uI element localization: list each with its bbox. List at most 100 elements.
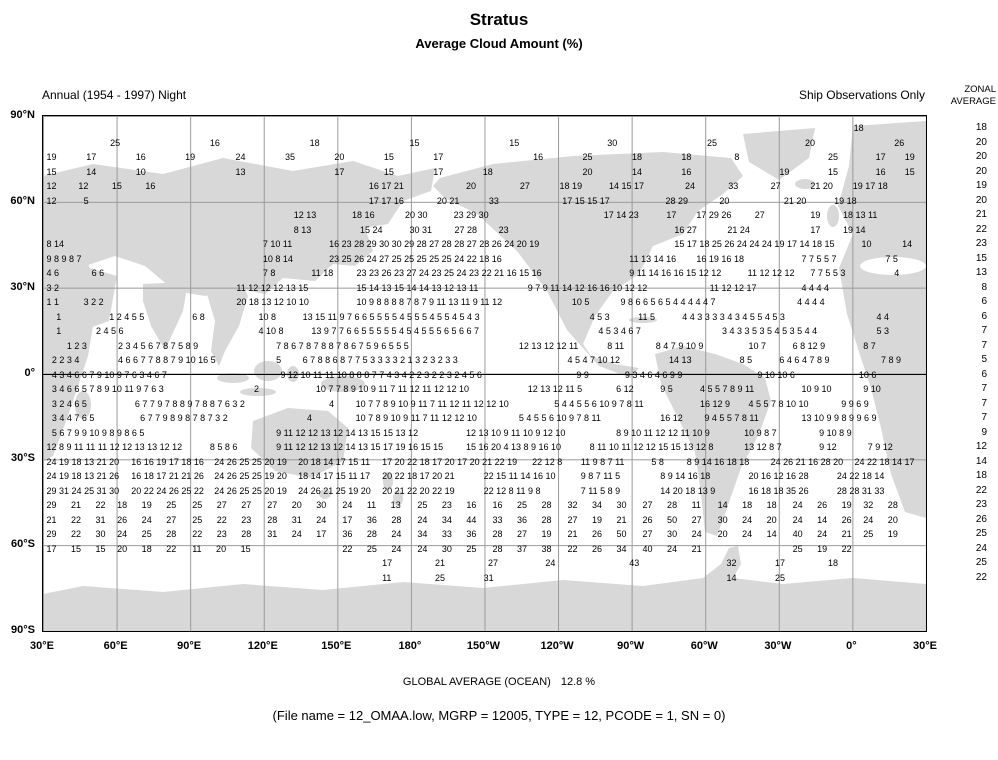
cloud-amount-values: 12 13 12 11 5 — [527, 384, 583, 395]
cloud-amount-values: 7 8 6 7 8 7 8 8 7 8 6 7 5 9 6 5 5 5 — [276, 340, 409, 351]
data-values-layer: 18 25 16 18 15 15 30 25 20 26 19 17 16 19 24 35 20 15 17 16… — [43, 116, 926, 631]
cloud-amount-values: 17 17 16 — [368, 195, 404, 206]
data-row: 24 19 18 13 21 26 16 18 17 21 21 26 24 26 … — [43, 471, 926, 482]
cloud-amount-values: 11 12 12 12 13 15 — [236, 282, 309, 293]
cloud-amount-values: 5 4 4 5 5 6 10 9 7 8 11 — [554, 398, 644, 409]
cloud-amount-values: 20 21 22 20 22 19 — [382, 485, 455, 496]
cloud-amount-values: 8 13 — [293, 224, 312, 235]
data-row: 29 21 22 18 19 25 25 27 27 27 20 30 24 11 13… — [43, 500, 926, 511]
cloud-amount-values: 12 13 — [293, 210, 317, 221]
zonal-average-value: 22 — [975, 484, 987, 496]
cloud-amount-values: 35 — [284, 152, 295, 163]
cloud-amount-values: 4 5 5 7 8 10 10 — [748, 398, 809, 409]
cloud-amount-values: 5 3 — [876, 326, 890, 337]
longitude-tick-label: 120°W — [540, 640, 574, 652]
zonal-average-value: 7 — [981, 383, 987, 395]
cloud-amount-values: 33 — [488, 195, 499, 206]
cloud-amount-values: 4 10 8 — [258, 326, 284, 337]
cloud-amount-values: 28 37 38 — [492, 543, 552, 554]
cloud-amount-values: 25 — [707, 137, 718, 148]
zonal-average-value: 24 — [975, 542, 987, 554]
cloud-amount-values: 10 9 8 8 8 8 7 8 7 9 11 13 11 9 11 12 — [356, 297, 503, 308]
cloud-amount-values: 19 — [810, 210, 821, 221]
cloud-amount-values: 24 22 18 14 17 — [854, 456, 915, 467]
cloud-amount-values: 21 22 31 — [46, 514, 106, 525]
cloud-amount-values: 15 — [46, 166, 57, 177]
cloud-amount-values: 14 15 17 — [609, 181, 645, 192]
cloud-amount-values: 7 8 9 — [880, 355, 901, 366]
longitude-tick-label: 30°W — [764, 640, 792, 652]
cloud-amount-values: 12 8 9 11 11 11 12 12 13 13 12 12 — [46, 442, 183, 453]
equator-line — [43, 373, 926, 375]
cloud-amount-values: 9 11 14 16 16 15 12 12 — [629, 268, 722, 279]
data-row: 12 5 17 17 16 20 21 33 17 15 15 17 28 29 20 21 2… — [43, 196, 926, 207]
cloud-amount-values: 32 34 30 — [567, 500, 627, 511]
cloud-amount-values: 4 5 4 7 10 12 — [567, 355, 621, 366]
cloud-amount-values: 16 16 19 17 18 16 — [131, 456, 204, 467]
cloud-amount-values: 20 — [582, 166, 593, 177]
cloud-amount-values: 24 19 18 13 21 20 — [46, 456, 120, 467]
zonal-header-line2: AVERAGE — [950, 96, 996, 107]
cloud-amount-values: 24 25 28 — [117, 529, 177, 540]
data-row: 3 4 4 7 6 5 6 7 7 9 8 9 8 7 8 7 3 2 4 10 7 … — [43, 413, 926, 424]
cloud-amount-values: 33 — [728, 181, 739, 192]
cloud-amount-values: 17 36 28 — [342, 514, 402, 525]
cloud-amount-values: 24 26 21 25 19 20 — [298, 485, 371, 496]
cloud-amount-values: 10 7 7 8 9 10 9 11 7 11 12 11 12 12 10 — [315, 384, 469, 395]
cloud-amount-values: 6 12 — [616, 384, 634, 395]
cloud-amount-values: 17 — [86, 152, 97, 163]
cloud-amount-values: 2 4 5 6 — [95, 326, 124, 337]
cloud-amount-values: 15 — [509, 137, 520, 148]
cloud-amount-values: 17 — [810, 224, 821, 235]
cloud-amount-values: 19 — [46, 152, 57, 163]
cloud-amount-values: 16 — [209, 137, 220, 148]
cloud-amount-values: 26 24 27 — [117, 514, 177, 525]
file-info-label: (File name = 12_OMAA.low, MGRP = 12005, … — [272, 708, 726, 723]
cloud-amount-values: 14 13 — [669, 355, 692, 366]
cloud-amount-values: 4 — [307, 413, 313, 424]
cloud-amount-values: 4 5 3 — [589, 311, 610, 322]
cloud-amount-values: 6 7 7 9 8 9 8 7 8 7 3 2 — [140, 413, 228, 424]
cloud-amount-values: 20 22 24 26 25 22 — [131, 485, 204, 496]
cloud-amount-values: 30 24 20 — [717, 514, 777, 525]
zonal-average-value: 22 — [975, 223, 987, 235]
zonal-average-value: 25 — [975, 528, 987, 540]
cloud-amount-values: 20 — [465, 181, 476, 192]
zonal-average-value: 20 — [975, 194, 987, 206]
cloud-amount-values: 8 11 10 11 12 12 15 15 13 12 8 — [589, 442, 714, 453]
cloud-amount-values: 1 1 — [46, 297, 60, 308]
cloud-amount-values: 31 — [483, 572, 494, 583]
data-row: 1 2 4 5 6 4 10 8 13 9 7 7 6 6 5 5 5 5 5 4 5… — [43, 326, 926, 337]
cloud-amount-values: 21 20 — [783, 195, 807, 206]
cloud-amount-values: 19 17 18 — [852, 181, 888, 192]
zonal-average-value: 5 — [981, 354, 987, 366]
cloud-amount-values: 9 3 4 6 4 6 9 9 — [624, 369, 683, 380]
cloud-amount-values: 2 2 3 4 — [51, 355, 80, 366]
cloud-amount-values: 24 26 19 — [792, 500, 852, 511]
cloud-amount-values: 10 8 14 — [262, 253, 293, 264]
longitude-tick-label: 180° — [398, 640, 422, 652]
cloud-amount-values: 1 2 3 — [66, 340, 87, 351]
cloud-amount-values: 8 — [734, 152, 740, 163]
data-row: 4 6 6 6 7 8 11 18 23 23 26 23 27 24 23 25 24… — [43, 268, 926, 279]
zonal-header-line1: ZONAL — [964, 84, 996, 95]
cloud-amount-values: 43 — [629, 558, 640, 569]
latitude-tick-label: 60°N — [10, 194, 35, 207]
data-row: 24 19 18 13 21 20 16 16 19 17 18 16 24 26 … — [43, 457, 926, 468]
cloud-amount-values: 11 18 — [311, 268, 334, 279]
zonal-average-value: 6 — [981, 368, 987, 380]
cloud-amount-values: 29 22 30 — [46, 529, 106, 540]
cloud-amount-values: 13 — [235, 166, 246, 177]
source-label: Ship Observations Only — [798, 88, 925, 102]
cloud-amount-values: 19 — [779, 166, 790, 177]
zonal-average-value: 8 — [981, 281, 987, 293]
cloud-amount-values: 25 23 16 — [417, 500, 477, 511]
cloud-amount-values: 10 9 10 — [801, 384, 832, 395]
cloud-amount-values: 28 28 31 33 — [836, 485, 885, 496]
cloud-amount-values: 17 — [433, 152, 444, 163]
cloud-amount-values: 24 — [684, 181, 695, 192]
cloud-amount-values: 24 26 25 25 20 19 — [214, 485, 287, 496]
cloud-amount-values: 27 30 24 — [642, 529, 702, 540]
cloud-amount-values: 10 5 — [571, 297, 590, 308]
